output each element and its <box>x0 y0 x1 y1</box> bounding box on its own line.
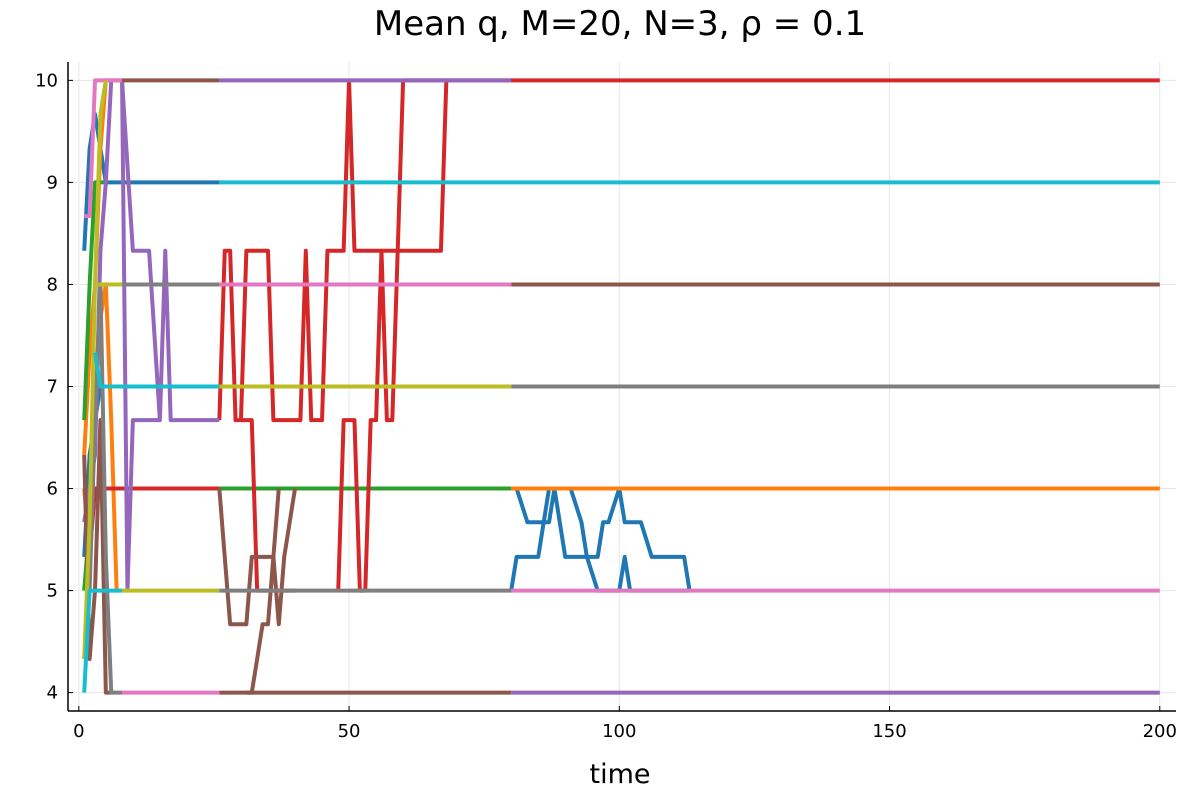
x-axis-title: time <box>589 759 650 790</box>
x-tick-label: 200 <box>1143 721 1177 742</box>
y-tick-label: 6 <box>47 479 58 500</box>
series-line-13 <box>336 78 447 593</box>
y-tick-label: 8 <box>47 274 58 295</box>
series-line-11 <box>217 78 1160 423</box>
x-tick-label: 150 <box>872 721 906 742</box>
tick-labels: 0 50 100 150 200 4 5 6 7 8 9 10 <box>35 70 1177 742</box>
series-line-24 <box>84 78 123 219</box>
series-line-3 <box>509 486 690 593</box>
y-tick-label: 4 <box>47 683 58 704</box>
y-tick-label: 10 <box>35 70 58 91</box>
series-line-20 <box>217 488 297 627</box>
series-line-4 <box>514 486 692 591</box>
x-tick-label: 0 <box>73 721 84 742</box>
chart-title: Mean q, M=20, N=3, ρ = 0.1 <box>374 4 866 44</box>
y-tick-label: 7 <box>47 377 58 398</box>
axes <box>67 62 1176 712</box>
series-line-36 <box>82 588 123 693</box>
y-tick-label: 5 <box>47 581 58 602</box>
series-line-8 <box>82 180 106 421</box>
y-tick-label: 9 <box>47 172 58 193</box>
series-line-15 <box>120 80 160 593</box>
series-line-37 <box>93 352 220 389</box>
x-tick-label: 100 <box>602 721 636 742</box>
series-layer <box>82 78 1160 695</box>
x-tick-label: 50 <box>338 721 361 742</box>
